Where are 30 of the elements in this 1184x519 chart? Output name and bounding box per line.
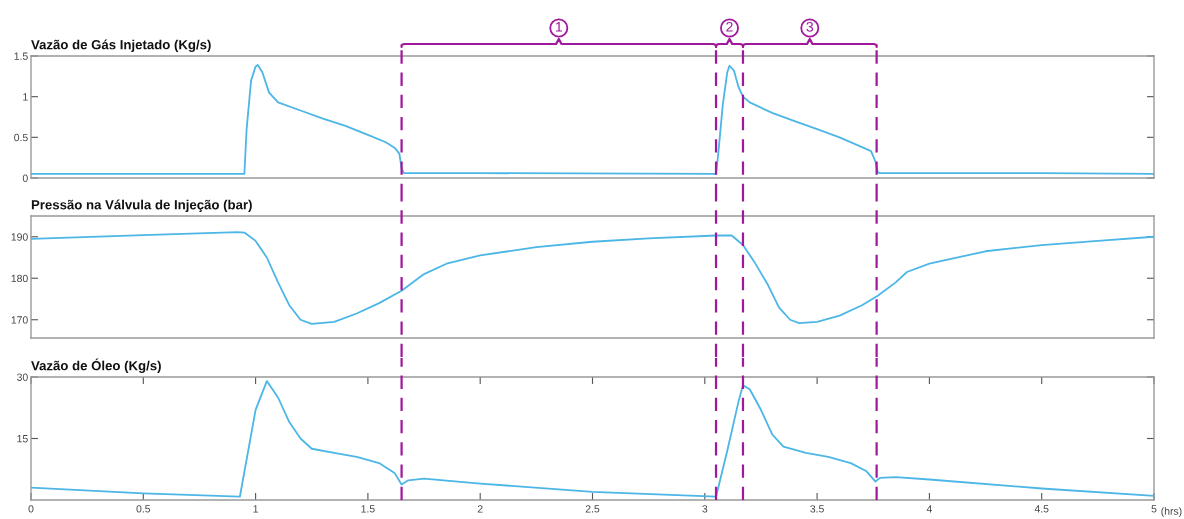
x-tick-label: 0 [28,505,34,513]
chart-title: Vazão de Óleo (Kg/s) [31,358,161,373]
x-tick-label: 5 [1151,505,1157,513]
y-tick-label: 190 [11,233,28,241]
text: 1 [556,22,562,32]
x-tick-label: 1 [253,505,258,513]
x-tick-label: 2.5 [585,505,600,513]
y-tick-label: 1.5 [14,52,28,60]
text: 2 [726,21,733,32]
y-tick-label: 0.5 [14,133,28,142]
x-tick-label: 2 [477,505,483,513]
x-tick-label: 0.5 [136,505,151,513]
x-axis-title: (hrs) [1161,507,1182,517]
line-series [31,380,1154,498]
x-tick-label: 4 [926,505,932,513]
x-tick-label: 1.5 [361,505,375,513]
chart-title: Pressão na Válvula de Injeção (bar) [31,199,252,212]
line-series [31,64,1154,175]
x-tick-label: 4.5 [1034,505,1049,513]
y-tick-label: 180 [11,274,28,283]
y-tick-label: 15 [17,435,28,443]
y-tick-label: 0 [22,174,28,182]
text: 3 [806,21,814,32]
y-tick-label: 30 [17,373,28,381]
y-tick-label: 170 [11,316,28,324]
y-tick-label: 1 [23,93,28,101]
x-tick-label: 3 [702,505,708,513]
x-tick-label: 3.5 [810,505,824,513]
line-series [31,231,1154,325]
chart-title: Vazão de Gás Injetado (Kg/s) [31,39,211,52]
